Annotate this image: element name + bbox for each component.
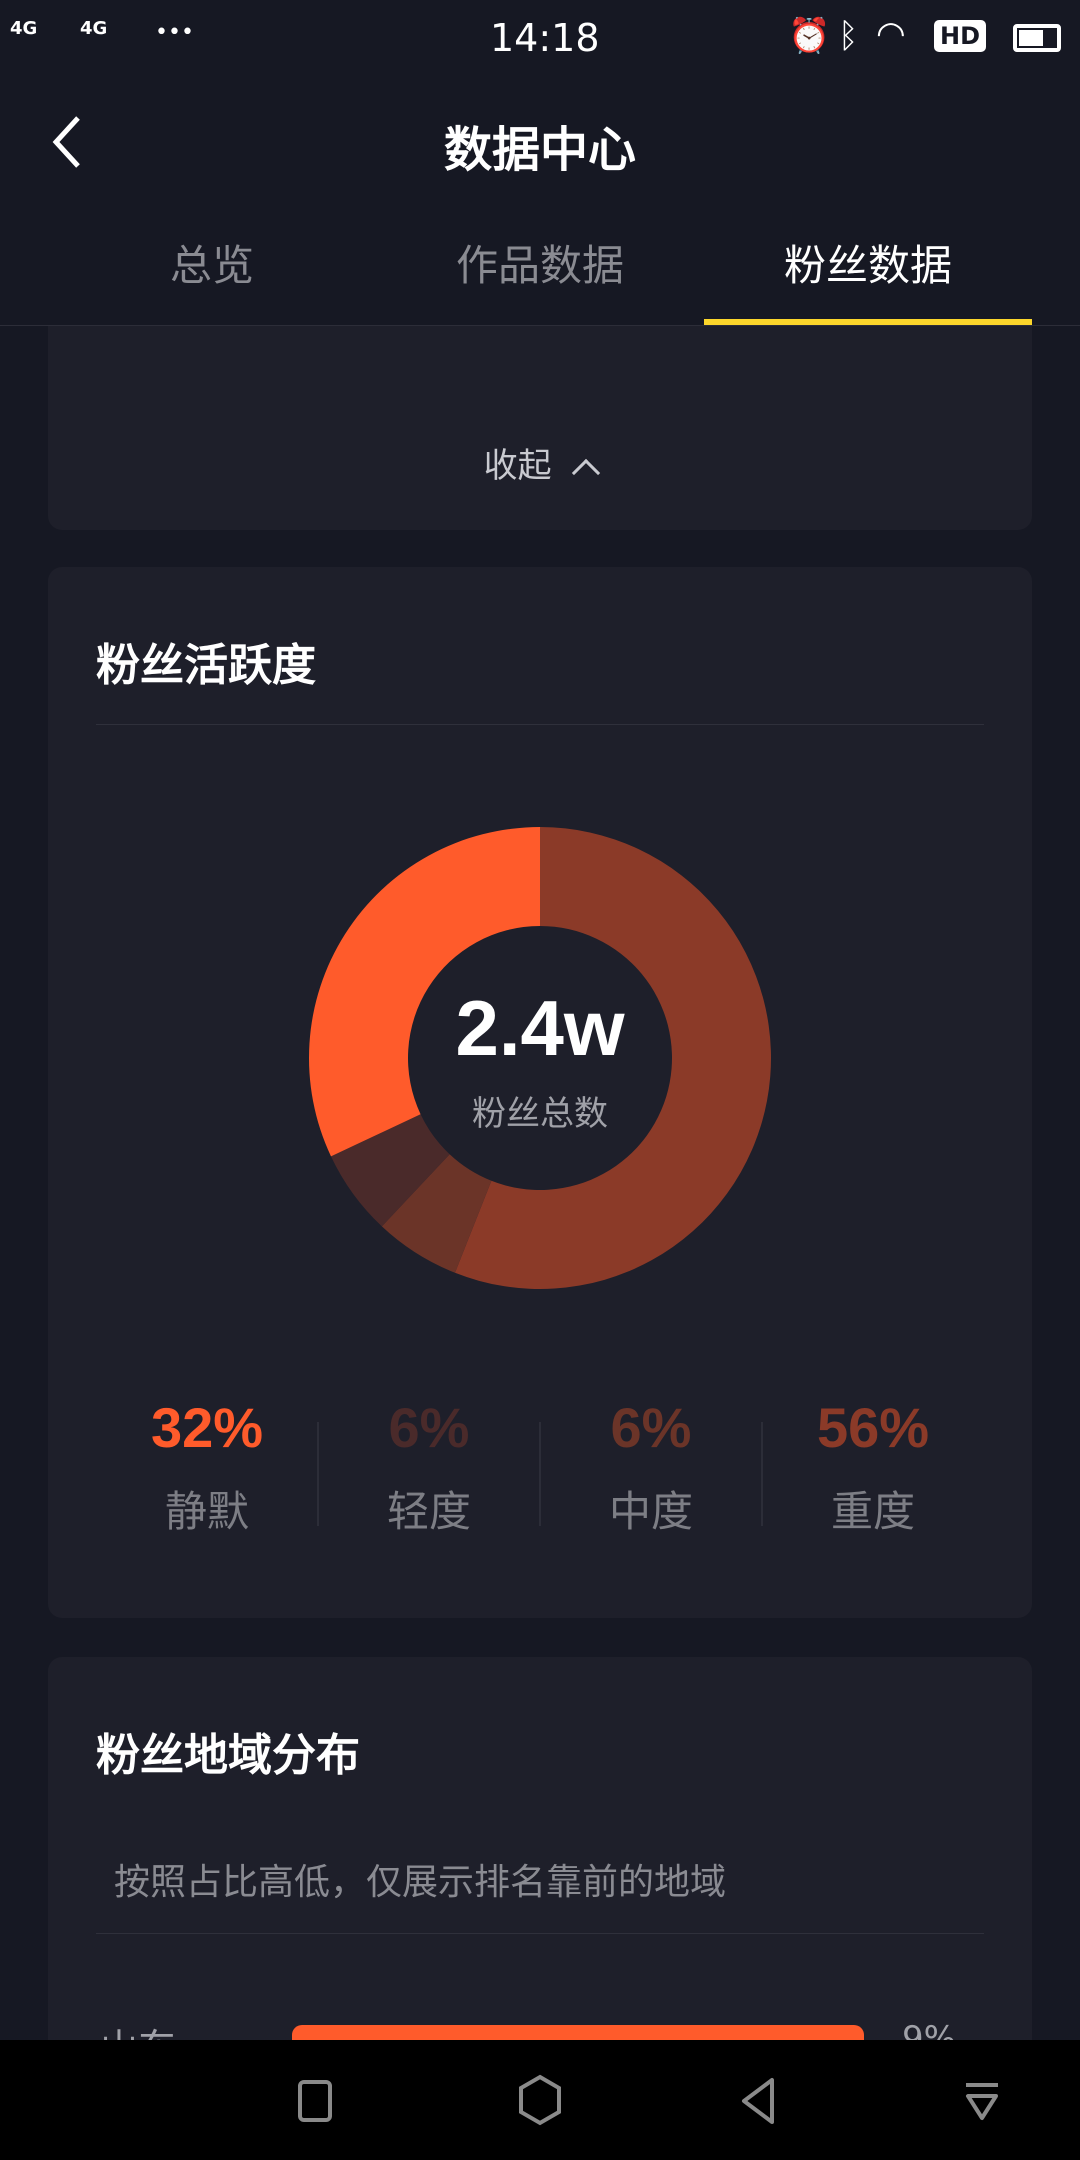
stat-silent: 32% 静默 [96, 1395, 318, 1539]
battery-icon [1013, 24, 1061, 52]
tab-works-data[interactable]: 作品数据 [455, 241, 624, 290]
back-button[interactable] [48, 112, 88, 172]
more-icon: ••• [155, 20, 194, 45]
collapse-label: 收起 [483, 446, 552, 486]
signal-icon: 4G [10, 18, 38, 39]
stat-value: 6% [388, 1396, 470, 1459]
stat-value: 56% [816, 1396, 930, 1459]
divider [96, 1933, 984, 1934]
navigation-bar [0, 2040, 1080, 2160]
chevron-up-icon [572, 458, 601, 488]
hd-icon: HD [934, 20, 987, 52]
divider [761, 1422, 763, 1526]
stat-value: 32% [150, 1396, 264, 1459]
status-bar: 4G 4G ••• 14:18 ⏰ ᛒ ◠ HD [0, 0, 1080, 75]
donut-slice-中度 [381, 1154, 492, 1273]
bluetooth-icon: ᛒ [838, 16, 859, 56]
home-button[interactable] [516, 2074, 564, 2126]
section-title: 粉丝活跃度 [96, 640, 316, 691]
stat-light: 6% 轻度 [318, 1395, 540, 1539]
divider [96, 724, 984, 725]
collapse-card: 收起 [48, 326, 1032, 530]
tab-fans-data[interactable]: 粉丝数据 [783, 241, 952, 290]
stat-label: 轻度 [386, 1487, 471, 1536]
donut-slice-重度 [454, 827, 771, 1289]
tab-overview[interactable]: 总览 [169, 241, 254, 290]
stat-label: 重度 [830, 1487, 915, 1536]
page-title: 数据中心 [443, 122, 636, 178]
stat-medium: 6% 中度 [540, 1395, 762, 1539]
total-fans-value: 2.4w [455, 984, 625, 1072]
donut-slice-静默 [308, 827, 540, 1157]
section-title: 粉丝地域分布 [96, 1730, 360, 1781]
wifi-icon: ◠ [876, 14, 906, 54]
clock: 14:18 [490, 16, 600, 60]
chevron-left-icon [52, 116, 80, 168]
divider [539, 1422, 541, 1526]
fan-activity-donut [308, 827, 771, 1289]
donut-slice-轻度 [330, 1114, 450, 1227]
stat-value: 6% [610, 1396, 692, 1459]
divider [0, 325, 1080, 326]
signal-icon-2: 4G [80, 18, 108, 39]
stat-heavy: 56% 重度 [762, 1395, 984, 1539]
total-fans-label: 粉丝总数 [472, 1094, 608, 1134]
notification-button[interactable] [962, 2080, 1002, 2124]
stat-label: 中度 [608, 1487, 693, 1536]
divider [317, 1422, 319, 1526]
tab-indicator [704, 319, 1032, 325]
alarm-icon: ⏰ [788, 16, 831, 56]
collapse-button[interactable]: 收起 [48, 438, 1032, 488]
back-nav-button[interactable] [738, 2076, 778, 2126]
section-subtitle: 按照占比高低，仅展示排名靠前的地域 [114, 1862, 727, 1903]
recents-button[interactable] [296, 2078, 336, 2124]
stat-label: 静默 [164, 1487, 249, 1536]
